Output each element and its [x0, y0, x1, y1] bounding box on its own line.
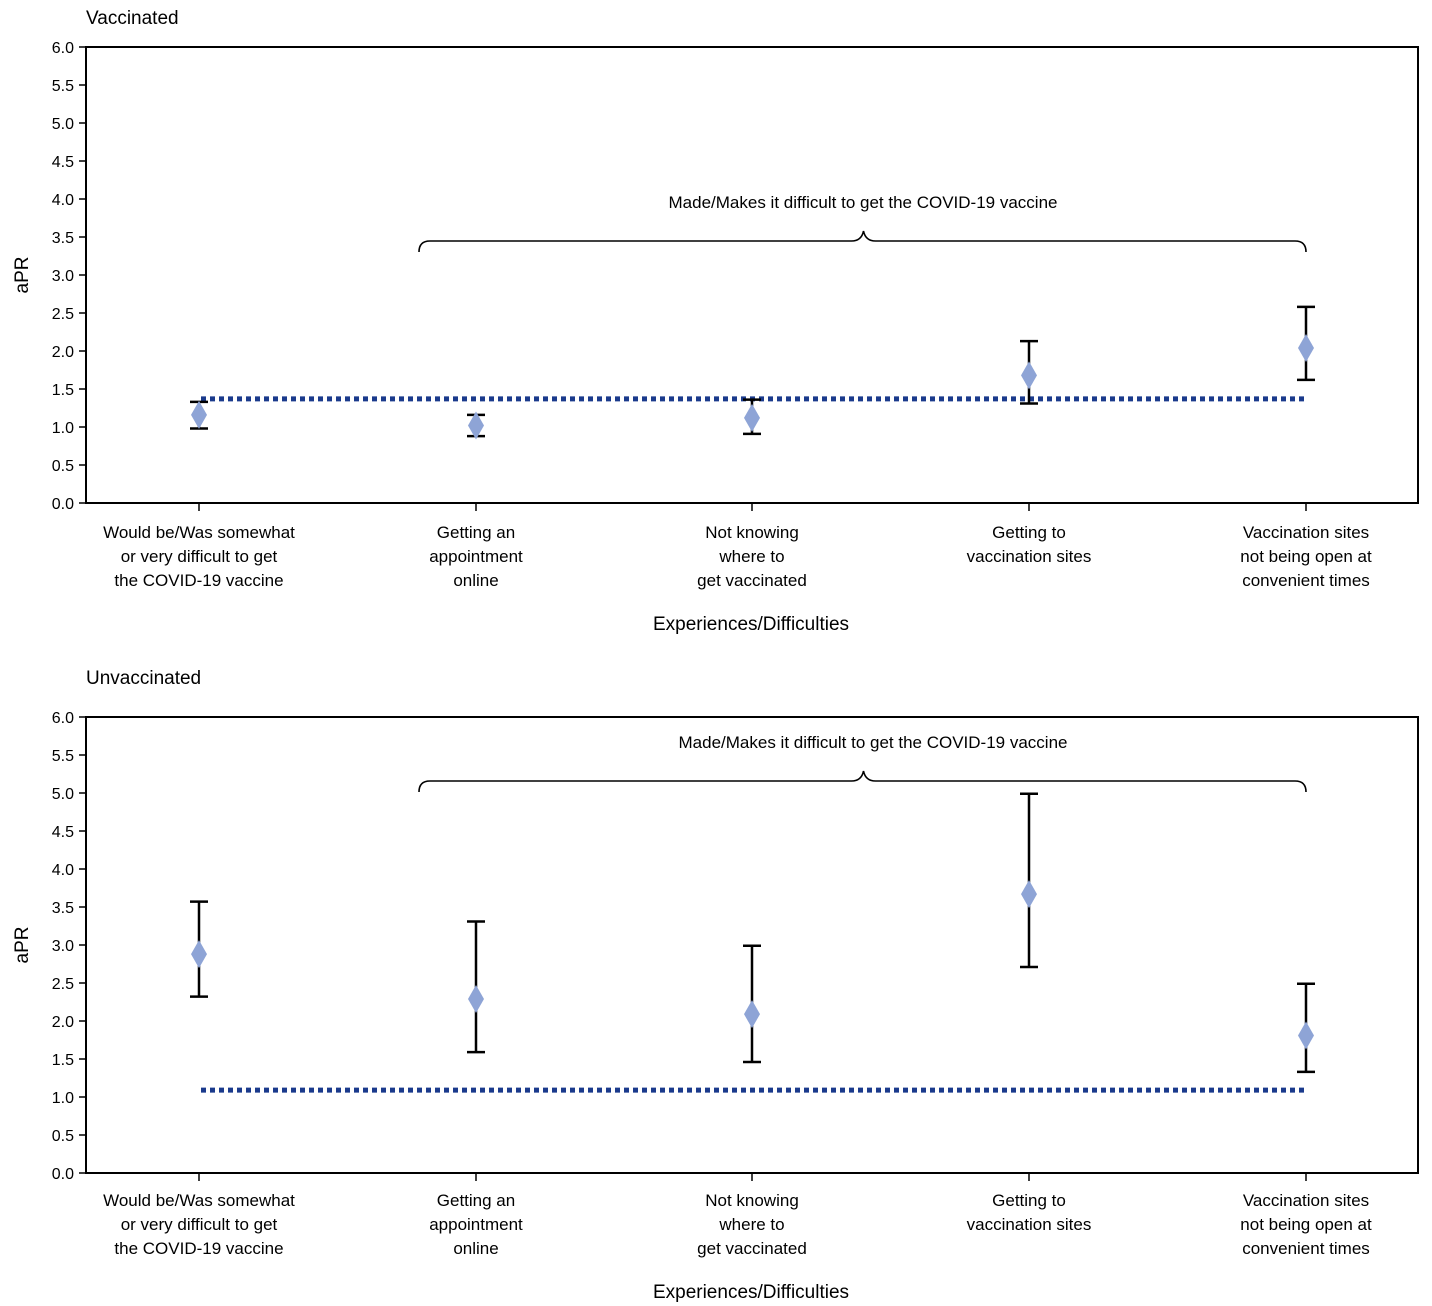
- y-tick-label: 4.5: [52, 154, 74, 171]
- y-tick-label: 6.0: [52, 710, 74, 727]
- bracket-label: Made/Makes it difficult to get the COVID…: [679, 733, 1068, 752]
- y-tick-label: 0.5: [52, 1128, 74, 1145]
- x-axis-label: Experiences/Difficulties: [653, 614, 849, 635]
- vaccinated-panel: Vaccinated aPR Experiences/Difficulties …: [12, 8, 1419, 635]
- data-point: [744, 403, 760, 432]
- y-tick-label: 3.5: [52, 230, 74, 247]
- x-tick-label: Vaccination sites not being open at conven…: [1240, 1191, 1372, 1258]
- x-tick-label: Getting an appointment online: [429, 523, 523, 590]
- y-tick-label: 0.0: [52, 496, 74, 513]
- x-axis-label: Experiences/Difficulties: [653, 1282, 849, 1303]
- y-tick-label: 1.5: [52, 1052, 74, 1069]
- y-tick-label: 6.0: [52, 40, 74, 57]
- y-axis-label: aPR: [12, 257, 33, 294]
- data-point: [1021, 880, 1037, 909]
- y-tick-label: 2.0: [52, 344, 74, 361]
- unvaccinated-panel: Unvaccinated aPR Experiences/Difficultie…: [12, 668, 1419, 1303]
- x-tick-label: Getting an appointment online: [429, 1191, 523, 1258]
- y-tick-label: 0.5: [52, 458, 74, 475]
- y-tick-label: 1.5: [52, 382, 74, 399]
- y-tick-label: 5.0: [52, 786, 74, 803]
- data-point: [1298, 1021, 1314, 1050]
- data-point: [191, 400, 207, 429]
- x-tick-label: Vaccination sites not being open at conven…: [1240, 523, 1372, 590]
- y-tick-label: 2.0: [52, 1014, 74, 1031]
- y-tick-label: 4.0: [52, 192, 74, 209]
- x-tick-label: Getting to vaccination sites: [967, 1191, 1092, 1234]
- data-point: [744, 1000, 760, 1029]
- bracket: [418, 230, 1307, 253]
- y-tick-label: 4.5: [52, 824, 74, 841]
- data-point: [468, 411, 484, 440]
- x-tick-label: Getting to vaccination sites: [967, 523, 1092, 566]
- x-tick-label: Would be/Was somewhat or very difficult t…: [103, 1191, 295, 1258]
- x-tick-label: Not knowing where to get vaccinated: [697, 523, 807, 590]
- y-tick-label: 5.5: [52, 78, 74, 95]
- x-tick-label: Not knowing where to get vaccinated: [697, 1191, 807, 1258]
- y-tick-label: 5.0: [52, 116, 74, 133]
- y-tick-label: 1.0: [52, 420, 74, 437]
- y-tick-label: 0.0: [52, 1166, 74, 1183]
- y-tick-label: 3.0: [52, 268, 74, 285]
- y-tick-label: 4.0: [52, 862, 74, 879]
- y-tick-label: 1.0: [52, 1090, 74, 1107]
- y-tick-label: 2.5: [52, 306, 74, 323]
- x-tick-label: Would be/Was somewhat or very difficult t…: [103, 523, 295, 590]
- data-point: [191, 940, 207, 969]
- data-point: [1021, 361, 1037, 390]
- y-tick-label: 3.5: [52, 900, 74, 917]
- data-point: [1298, 333, 1314, 362]
- bracket-label: Made/Makes it difficult to get the COVID…: [669, 193, 1058, 212]
- panel-title: Vaccinated: [86, 8, 179, 29]
- y-tick-label: 5.5: [52, 748, 74, 765]
- y-tick-label: 2.5: [52, 976, 74, 993]
- data-point: [468, 984, 484, 1013]
- y-axis-label: aPR: [12, 927, 33, 964]
- bracket: [418, 770, 1307, 793]
- y-tick-label: 3.0: [52, 938, 74, 955]
- panel-title: Unvaccinated: [86, 668, 201, 689]
